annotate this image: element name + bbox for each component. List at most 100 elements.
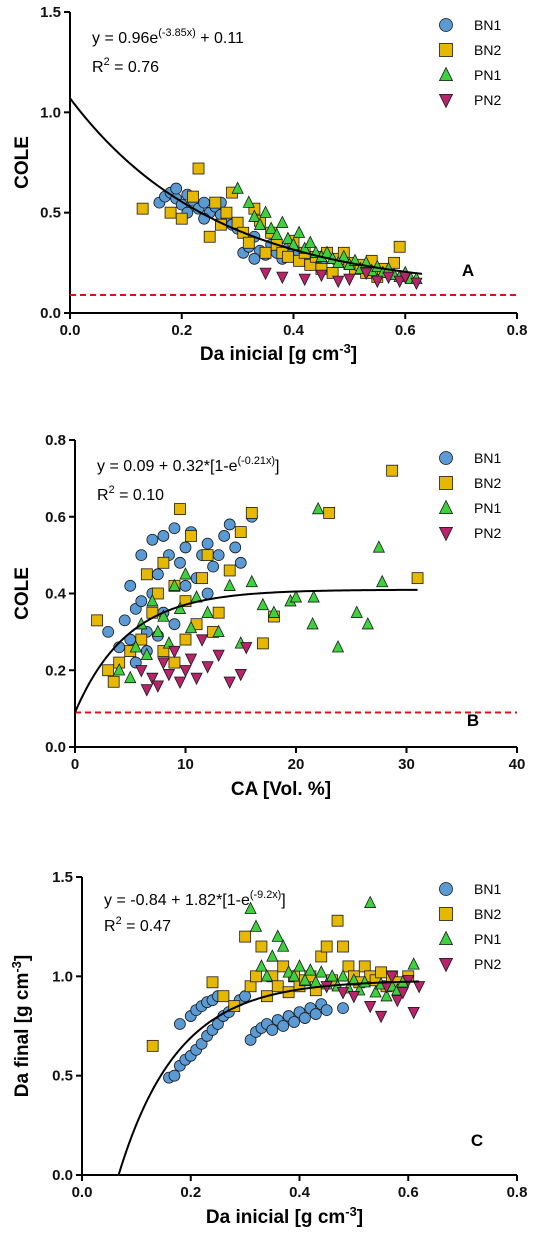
x-tick-label: 30 (398, 756, 415, 773)
legend-marker-pn1 (438, 499, 454, 515)
data-point-pn1 (146, 593, 159, 607)
data-point-bn1 (135, 549, 148, 562)
data-point-bn2 (245, 507, 258, 519)
fit-equation-main: y = -0.84 + 1.82*[1-e (104, 892, 250, 909)
y-tick-label: 0.4 (45, 586, 67, 603)
data-point-bn2 (146, 1039, 159, 1052)
data-point-pn1 (266, 949, 279, 962)
data-point-pn1 (289, 590, 303, 603)
data-point-pn2 (190, 672, 203, 686)
data-point-pn1 (129, 640, 142, 653)
data-point-bn1 (102, 625, 115, 638)
fit-equation-tail: ] (281, 892, 285, 909)
x-axis-title-sup: -3 (345, 1204, 356, 1219)
panel-c: 0.0 0.2 0.4 0.6 0.8 0.0 0.5 1.0 1.5 Da inicial [g… (9, 869, 527, 1228)
panel-letter: A (462, 261, 474, 280)
x-tick-label: 10 (177, 756, 194, 773)
data-point-pn1 (151, 624, 165, 638)
x-axis-title-tail: ] (357, 1207, 363, 1228)
data-point-pn1 (277, 939, 290, 952)
data-point-bn1 (151, 568, 164, 581)
data-point-pn2 (359, 267, 373, 281)
data-point-pn2 (146, 672, 159, 686)
data-point-pn2 (140, 684, 153, 697)
data-point-bn1 (170, 182, 183, 195)
data-point-bn2 (256, 637, 269, 650)
data-point-pn1 (140, 647, 153, 661)
data-point-pn2 (382, 271, 395, 285)
data-point-bn2 (151, 587, 164, 600)
data-point-pn1 (231, 181, 244, 194)
series-pn2 (135, 634, 253, 697)
panel-b: 0 10 20 30 40 0.0 0.2 0.4 0.6 0.8 CA [Vol. %] COLE y… (12, 432, 525, 800)
data-point-pn2 (396, 987, 409, 1000)
legend-marker-pn2 (438, 93, 454, 109)
data-point-bn2 (234, 526, 247, 538)
data-point-pn1 (244, 901, 257, 914)
data-point-pn2 (240, 642, 253, 655)
y-axis-title: Da final [g cm-3] (9, 955, 33, 1097)
data-point-pn1 (298, 973, 312, 986)
x-tick-label: 0.0 (72, 1184, 93, 1201)
x-axis-title-tail: ] (351, 344, 357, 365)
fit-equation-main: y = 0.09 + 0.32*[1-e (97, 458, 238, 475)
data-point-bn2 (320, 940, 333, 953)
data-point-bn2 (231, 216, 244, 229)
data-point-pn1 (407, 957, 420, 970)
data-point-bn1 (337, 1002, 349, 1015)
data-point-bn1 (146, 533, 159, 546)
data-point-pn1 (380, 988, 393, 1002)
data-point-bn2 (140, 568, 153, 581)
data-point-bn2 (196, 572, 208, 585)
fit-equation-sup: (-0.21x) (238, 455, 275, 467)
legend-marker-pn1 (438, 930, 454, 946)
data-point-pn1 (361, 616, 374, 630)
y-tick-label: 0.8 (45, 432, 66, 449)
data-point-bn2 (375, 966, 387, 979)
legend-marker-pn2 (438, 957, 454, 973)
y-tick-label: 0.5 (40, 205, 61, 222)
y-axis-title-tail: ] (12, 955, 33, 961)
data-point-bn1 (266, 1024, 279, 1036)
x-tick-label: 0 (71, 756, 79, 773)
data-point-pn1 (267, 605, 281, 618)
y-axis-title-main: Da final [g cm (12, 973, 33, 1098)
data-point-bn1 (239, 990, 252, 1003)
data-point-pn2 (298, 273, 311, 287)
data-point-pn2 (135, 665, 148, 678)
data-point-bn2 (157, 556, 170, 569)
legend-marker-bn2 (439, 476, 453, 490)
data-point-pn1 (249, 919, 263, 932)
r-squared-sup: 2 (109, 484, 115, 496)
r-squared: R2 = 0.47 (104, 915, 171, 935)
fit-curve (117, 980, 420, 1176)
y-tick-label: 0.2 (45, 662, 66, 679)
data-point-bn2 (206, 976, 219, 989)
data-point-pn1 (376, 574, 389, 588)
data-point-pn2 (173, 676, 187, 689)
data-point-pn1 (223, 578, 236, 591)
legend-label-pn1: PN1 (474, 931, 501, 947)
data-point-bn2 (244, 980, 257, 993)
data-point-pn1 (364, 895, 377, 908)
data-point-bn1 (118, 614, 131, 627)
data-point-pn1 (256, 597, 269, 611)
data-point-bn1 (198, 196, 211, 209)
data-point-bn2 (337, 940, 349, 953)
legend-marker-bn1 (439, 882, 453, 896)
data-point-bn2 (168, 656, 181, 669)
r-squared-tail: = 0.10 (115, 487, 164, 504)
data-point-pn1 (306, 616, 319, 630)
data-point-bn1 (207, 560, 220, 573)
data-point-pn1 (124, 670, 137, 684)
data-point-pn1 (336, 969, 350, 982)
data-point-bn2 (282, 250, 294, 263)
data-point-pn2 (162, 668, 176, 682)
x-axis-title-main: CA [Vol. %] (231, 779, 331, 800)
data-point-bn2 (242, 236, 255, 249)
data-point-bn2 (192, 162, 205, 175)
y-axis-title-sup: -3 (9, 961, 24, 972)
data-point-pn1 (276, 215, 289, 228)
x-tick-label: 0.6 (395, 322, 416, 339)
data-point-pn1 (242, 195, 255, 208)
